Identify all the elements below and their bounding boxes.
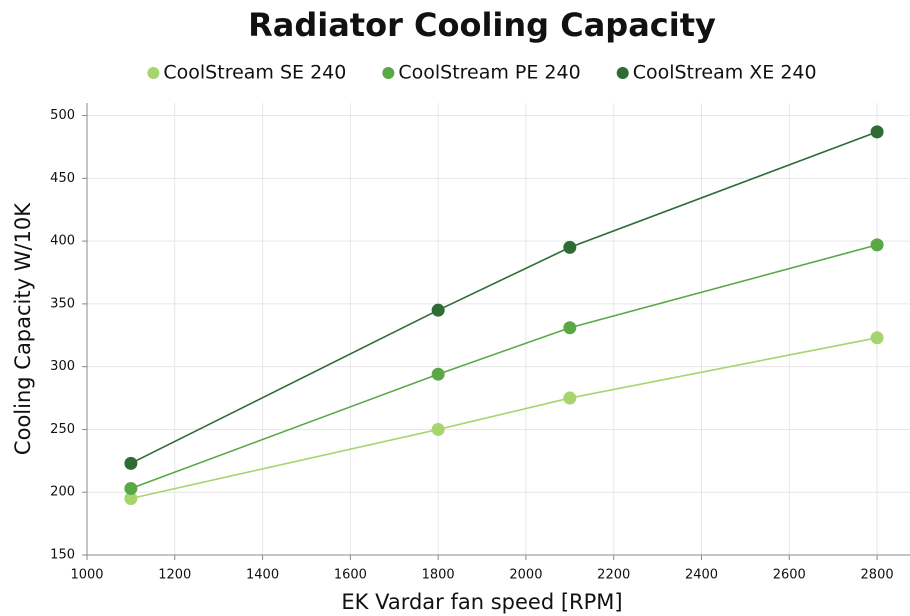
- x-axis-label: EK Vardar fan speed [RPM]: [341, 590, 622, 614]
- legend-swatch: [382, 67, 395, 79]
- data-point: [124, 481, 138, 495]
- data-point: [870, 125, 884, 139]
- y-tick-label: 450: [50, 171, 75, 186]
- legend-label: CoolStream XE 240: [633, 62, 817, 84]
- data-point: [124, 492, 138, 505]
- y-tick-label: 400: [50, 234, 75, 249]
- legend-swatch: [616, 67, 629, 79]
- x-tick-label: 1600: [334, 568, 367, 583]
- data-point: [563, 391, 577, 405]
- x-tick-label: 1000: [70, 568, 103, 583]
- data-point: [563, 240, 577, 254]
- y-tick-label: 500: [50, 108, 75, 123]
- series-line: [130, 337, 878, 500]
- series-line: [130, 131, 878, 465]
- x-tick-label: 2000: [509, 568, 542, 583]
- y-tick-label: 350: [50, 296, 75, 311]
- data-point: [431, 303, 445, 317]
- data-point: [870, 238, 884, 252]
- data-point: [431, 422, 445, 436]
- chart-title: Radiator Cooling Capacity: [248, 6, 716, 44]
- x-tick-label: 2200: [597, 568, 630, 583]
- legend-label: CoolStream SE 240: [163, 62, 346, 84]
- series-line: [130, 244, 878, 490]
- y-tick-label: 150: [50, 548, 75, 563]
- legend-label: CoolStream PE 240: [398, 62, 580, 84]
- y-tick-label: 250: [50, 422, 75, 437]
- data-point: [870, 331, 884, 345]
- x-tick-label: 1800: [422, 568, 455, 583]
- data-point: [124, 456, 138, 470]
- x-tick-label: 1200: [158, 568, 191, 583]
- data-point: [431, 367, 445, 381]
- x-tick-label: 2800: [861, 568, 894, 583]
- legend-swatch: [147, 67, 160, 79]
- x-tick-label: 1400: [246, 568, 279, 583]
- y-tick-label: 300: [50, 359, 75, 374]
- y-tick-label: 200: [50, 485, 75, 500]
- x-tick-label: 2400: [685, 568, 718, 583]
- legend: CoolStream SE 240 CoolStream PE 240 CoolSt…: [147, 62, 817, 84]
- data-point: [563, 321, 577, 335]
- y-axis-label: Cooling Capacity W/10K: [11, 202, 35, 455]
- x-tick-label: 2600: [773, 568, 806, 583]
